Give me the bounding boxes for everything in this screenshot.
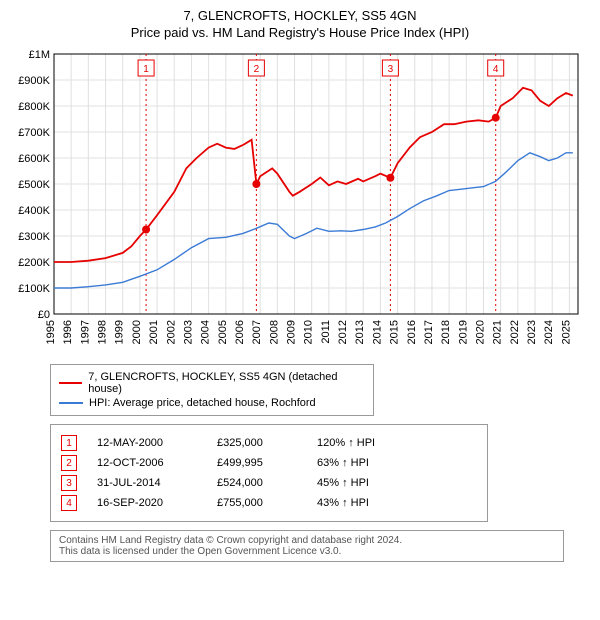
sale-price: £524,000 [217, 477, 297, 489]
svg-text:1999: 1999 [114, 320, 126, 344]
sale-hpi: 43% ↑ HPI [317, 497, 407, 509]
svg-text:2008: 2008 [268, 320, 280, 344]
svg-text:2007: 2007 [251, 320, 263, 344]
svg-text:1996: 1996 [62, 320, 74, 344]
sale-hpi: 45% ↑ HPI [317, 477, 407, 489]
sale-hpi: 120% ↑ HPI [317, 437, 407, 449]
svg-text:2003: 2003 [182, 320, 194, 344]
svg-text:2024: 2024 [543, 320, 555, 344]
sale-row: 1 12-MAY-2000 £325,000 120% ↑ HPI [61, 435, 477, 451]
sale-price: £325,000 [217, 437, 297, 449]
svg-text:2015: 2015 [389, 320, 401, 344]
sale-date: 12-MAY-2000 [97, 437, 197, 449]
svg-text:2022: 2022 [509, 320, 521, 344]
legend-label: HPI: Average price, detached house, Roch… [89, 397, 316, 409]
svg-text:£700K: £700K [18, 127, 50, 139]
chart-title: 7, GLENCROFTS, HOCKLEY, SS5 4GN [8, 8, 592, 23]
chart-subtitle: Price paid vs. HM Land Registry's House … [8, 25, 592, 40]
sale-price: £499,995 [217, 457, 297, 469]
line-chart: £0 £100K £200K £300K £400K £500K £600K £700K £80… [8, 48, 592, 358]
sale-hpi: 63% ↑ HPI [317, 457, 407, 469]
svg-text:2025: 2025 [560, 320, 572, 344]
svg-text:£800K: £800K [18, 101, 50, 113]
svg-text:3: 3 [388, 64, 394, 75]
svg-text:2001: 2001 [148, 320, 160, 344]
sale-marker: 1 [61, 435, 77, 451]
svg-text:2017: 2017 [423, 320, 435, 344]
svg-text:2023: 2023 [526, 320, 538, 344]
legend: 7, GLENCROFTS, HOCKLEY, SS5 4GN (detache… [50, 364, 374, 416]
svg-text:2019: 2019 [457, 320, 469, 344]
svg-text:2010: 2010 [303, 320, 315, 344]
svg-text:2021: 2021 [492, 320, 504, 344]
svg-text:2016: 2016 [406, 320, 418, 344]
legend-swatch [59, 382, 82, 384]
svg-text:2013: 2013 [354, 320, 366, 344]
sale-row: 4 16-SEP-2020 £755,000 43% ↑ HPI [61, 495, 477, 511]
svg-text:2006: 2006 [234, 320, 246, 344]
svg-text:£1M: £1M [29, 49, 50, 61]
svg-text:2009: 2009 [286, 320, 298, 344]
svg-text:2011: 2011 [320, 320, 332, 344]
svg-text:£600K: £600K [18, 153, 50, 165]
svg-text:2014: 2014 [371, 320, 383, 344]
svg-text:£200K: £200K [18, 257, 50, 269]
svg-text:2004: 2004 [200, 320, 212, 344]
legend-label: 7, GLENCROFTS, HOCKLEY, SS5 4GN (detache… [88, 371, 365, 395]
sale-date: 16-SEP-2020 [97, 497, 197, 509]
svg-text:1997: 1997 [79, 320, 91, 344]
svg-text:£0: £0 [38, 309, 50, 321]
svg-text:1998: 1998 [97, 320, 109, 344]
svg-text:2000: 2000 [131, 320, 143, 344]
footer: Contains HM Land Registry data © Crown c… [50, 530, 564, 562]
footer-line: Contains HM Land Registry data © Crown c… [59, 535, 555, 546]
svg-text:2020: 2020 [475, 320, 487, 344]
svg-text:4: 4 [493, 64, 499, 75]
svg-text:£500K: £500K [18, 179, 50, 191]
chart-area: £0 £100K £200K £300K £400K £500K £600K £700K £80… [8, 48, 592, 358]
svg-text:2012: 2012 [337, 320, 349, 344]
sales-table: 1 12-MAY-2000 £325,000 120% ↑ HPI 2 12-OCT-20… [50, 424, 488, 522]
legend-swatch [59, 402, 83, 404]
sale-marker: 3 [61, 475, 77, 491]
sale-row: 3 31-JUL-2014 £524,000 45% ↑ HPI [61, 475, 477, 491]
footer-line: This data is licensed under the Open Gov… [59, 546, 555, 557]
legend-item: 7, GLENCROFTS, HOCKLEY, SS5 4GN (detache… [59, 371, 365, 395]
legend-item: HPI: Average price, detached house, Roch… [59, 397, 365, 409]
svg-text:£300K: £300K [18, 231, 50, 243]
svg-text:1995: 1995 [45, 320, 57, 344]
sale-date: 12-OCT-2006 [97, 457, 197, 469]
svg-text:£100K: £100K [18, 283, 50, 295]
sale-date: 31-JUL-2014 [97, 477, 197, 489]
sale-marker: 2 [61, 455, 77, 471]
svg-text:2: 2 [254, 64, 260, 75]
svg-text:£900K: £900K [18, 75, 50, 87]
svg-text:2005: 2005 [217, 320, 229, 344]
sale-marker: 4 [61, 495, 77, 511]
sale-row: 2 12-OCT-2006 £499,995 63% ↑ HPI [61, 455, 477, 471]
svg-text:2018: 2018 [440, 320, 452, 344]
svg-text:2002: 2002 [165, 320, 177, 344]
svg-text:1: 1 [143, 64, 149, 75]
sale-price: £755,000 [217, 497, 297, 509]
svg-text:£400K: £400K [18, 205, 50, 217]
